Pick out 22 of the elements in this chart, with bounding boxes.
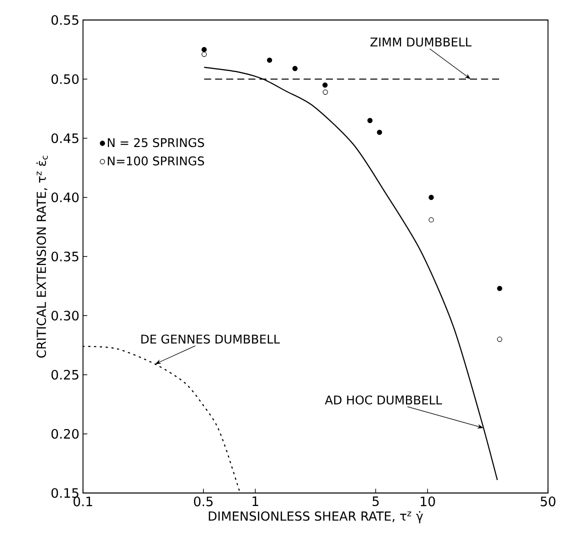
y-tick-label: 0.30 <box>52 310 79 321</box>
y-tick-label: 0.20 <box>52 428 79 439</box>
y-tick-label: 0.15 <box>52 488 78 498</box>
y-tick-label: 0.50 <box>52 74 79 84</box>
y-tick-label: 0.55 <box>52 15 78 25</box>
x-axis-title: DIMENSIONLESS SHEAR RATE, τ$^{z}$ γ̇ <box>208 511 423 524</box>
y-axis-title: CRITICAL EXTENSION RATE, τ$^{z}$ ε̇$_{c}$ <box>36 156 48 358</box>
y-tick-label: 0.40 <box>52 192 79 202</box>
y-tick-label: 0.25 <box>52 370 78 380</box>
legend-label: N = 25 SPRINGS <box>108 138 204 148</box>
annotation: ZIMM DUMBBELL <box>370 38 472 47</box>
y-tick-label: 0.45 <box>52 133 78 144</box>
x-tick-label: 50 <box>540 496 556 506</box>
annotation: AD HOC DUMBBELL <box>324 395 442 404</box>
x-tick-label: 10 <box>420 496 435 506</box>
legend-label: N=100 SPRINGS <box>108 156 204 166</box>
x-tick-label: 1 <box>252 496 258 506</box>
x-tick-label: 0.5 <box>194 496 213 506</box>
y-tick-label: 0.35 <box>52 252 78 262</box>
x-tick-label: 5 <box>372 496 379 506</box>
x-tick-label: 0.1 <box>74 496 92 506</box>
annotation: DE GENNES DUMBBELL <box>141 334 280 344</box>
